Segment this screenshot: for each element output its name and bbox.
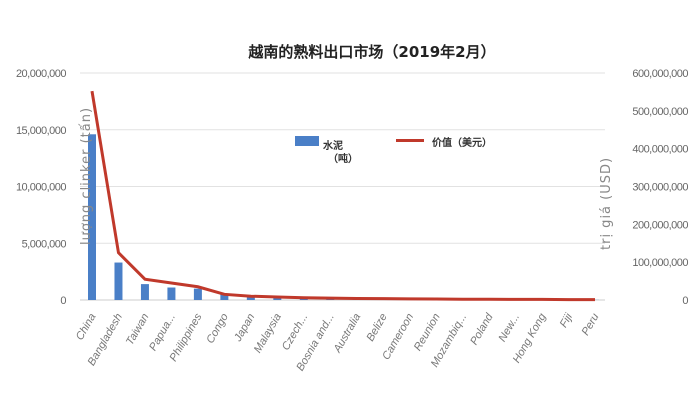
legend-bar-label: 水泥 bbox=[322, 139, 343, 152]
category-label: Fiji bbox=[558, 311, 576, 330]
right-tick-label: 600,000,000 bbox=[632, 68, 688, 80]
left-axis-label: lượng clinker (tấn) bbox=[79, 107, 94, 245]
legend-bar-unit: （吨） bbox=[328, 152, 358, 165]
bar-malaysia bbox=[273, 297, 282, 300]
left-tick-label: 0 bbox=[60, 295, 66, 307]
category-label: Belize bbox=[364, 312, 389, 344]
left-tick-label: 20,000,000 bbox=[16, 68, 66, 80]
right-tick-label: 400,000,000 bbox=[632, 144, 688, 156]
bar-bangladesh bbox=[114, 262, 123, 300]
category-label: Peru bbox=[580, 312, 602, 338]
bar-papua- bbox=[167, 287, 176, 300]
category-label: New... bbox=[496, 312, 522, 344]
right-tick-label: 100,000,000 bbox=[632, 257, 688, 269]
category-label: Japan bbox=[232, 312, 258, 345]
bar-china bbox=[88, 134, 96, 300]
left-tick-label: 5,000,000 bbox=[22, 238, 67, 250]
right-axis-label: trị giá (USD) bbox=[599, 157, 614, 250]
left-tick-label: 10,000,000 bbox=[16, 182, 66, 194]
category-label: Poland bbox=[468, 311, 496, 347]
chart-title: 越南的熟料出口市场（2019年2月） bbox=[247, 43, 495, 61]
legend-bar-swatch bbox=[295, 136, 319, 146]
legend-line-label: 价值（美元） bbox=[432, 136, 492, 149]
legend-line-swatch bbox=[396, 139, 424, 142]
category-label: Congo bbox=[204, 312, 231, 346]
category-label: China bbox=[74, 312, 99, 343]
bar-japan bbox=[246, 297, 255, 300]
bar-taiwan bbox=[140, 284, 149, 300]
right-tick-label: 200,000,000 bbox=[632, 219, 688, 231]
right-tick-label: 300,000,000 bbox=[632, 182, 688, 194]
legend: 水泥 （吨） 价值（美元） bbox=[295, 136, 492, 165]
value-line bbox=[90, 90, 595, 302]
bar-congo bbox=[220, 294, 229, 300]
right-tick-label: 0 bbox=[682, 295, 688, 307]
left-tick-label: 15,000,000 bbox=[16, 125, 66, 137]
category-label: Taiwan bbox=[124, 312, 152, 348]
bar-philippines bbox=[193, 288, 202, 300]
right-tick-label: 500,000,000 bbox=[632, 106, 688, 118]
